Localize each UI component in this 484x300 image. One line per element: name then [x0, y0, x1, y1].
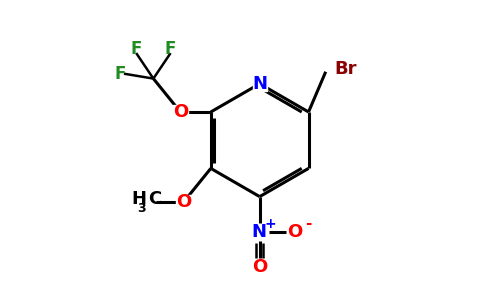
Bar	[252, 225, 267, 239]
Text: F: F	[165, 40, 176, 58]
Text: N: N	[251, 223, 266, 241]
Bar	[252, 260, 267, 274]
Text: C: C	[149, 190, 162, 208]
Bar	[173, 105, 188, 119]
Text: N: N	[252, 75, 267, 93]
Text: 3: 3	[137, 202, 146, 215]
Text: F: F	[114, 65, 126, 83]
Text: F: F	[131, 40, 142, 58]
Text: O: O	[252, 258, 267, 276]
Bar	[287, 225, 302, 239]
Text: O: O	[287, 223, 302, 241]
Text: -: -	[305, 216, 311, 231]
Text: +: +	[265, 217, 276, 231]
Text: H: H	[131, 190, 146, 208]
Bar	[177, 195, 191, 208]
Text: O: O	[176, 193, 192, 211]
Text: O: O	[173, 103, 188, 121]
Bar	[253, 77, 267, 91]
Text: Br: Br	[334, 60, 357, 78]
